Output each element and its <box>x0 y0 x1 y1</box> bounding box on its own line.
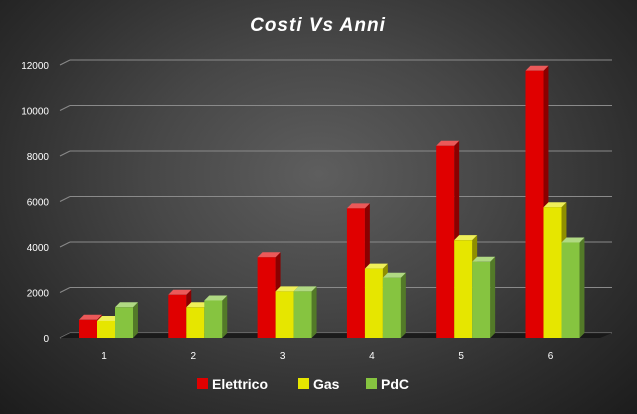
bar-front <box>204 300 223 338</box>
x-tick-label: 6 <box>548 351 554 362</box>
bar-front <box>472 261 491 338</box>
bars <box>79 65 585 338</box>
bar-pdc-4 <box>382 272 406 338</box>
x-axis-ticks: 1 2 3 4 5 6 <box>101 351 554 362</box>
gridline-depth <box>59 241 71 248</box>
bar-front <box>382 277 401 338</box>
legend-label: PdC <box>381 376 409 392</box>
bar-pdc-3 <box>293 286 317 338</box>
bar-pdc-6 <box>561 237 585 338</box>
bar-top <box>346 203 370 209</box>
bar-top <box>382 272 406 278</box>
bar-side <box>490 256 496 338</box>
bar-front <box>525 70 544 338</box>
bar-front <box>543 207 562 338</box>
bar-front <box>168 294 187 338</box>
bar-top <box>79 314 102 320</box>
y-tick-label: 10000 <box>21 107 49 118</box>
legend-swatch <box>366 378 377 389</box>
bar-front <box>115 307 133 338</box>
bar-top <box>168 289 192 295</box>
bar-pdc-1 <box>115 302 138 338</box>
bar-top <box>204 295 228 301</box>
bar-side <box>579 237 585 338</box>
legend-label: Gas <box>313 376 340 392</box>
bar-top <box>454 235 478 241</box>
bar-pdc-2 <box>204 295 228 338</box>
bar-top <box>364 263 388 269</box>
bar-top <box>293 286 317 292</box>
gridline-depth <box>59 287 71 293</box>
bar-top <box>257 252 281 258</box>
legend-item-gas: Gas <box>298 376 340 392</box>
bar-top <box>525 65 549 71</box>
bar-top <box>186 302 210 308</box>
y-tick-label: 2000 <box>27 289 50 300</box>
legend-swatch <box>197 378 208 389</box>
y-tick-label: 8000 <box>27 152 50 163</box>
y-tick-label: 4000 <box>27 243 50 254</box>
x-tick-label: 1 <box>101 351 107 362</box>
chart-title: Costi Vs Anni <box>250 15 386 36</box>
gridline-depth <box>59 150 71 157</box>
bar-side <box>400 272 406 338</box>
bar-front <box>275 291 294 338</box>
x-tick-label: 5 <box>458 351 464 362</box>
bar-top <box>561 237 585 243</box>
legend-label: Elettrico <box>212 376 268 392</box>
legend-swatch <box>298 378 309 389</box>
bar-side <box>222 295 228 338</box>
y-tick-label: 6000 <box>27 198 50 209</box>
bar-side <box>311 286 317 338</box>
bar-side <box>133 302 138 338</box>
legend-item-elettrico: Elettrico <box>197 376 268 392</box>
legend: Elettrico Gas PdC <box>197 376 409 392</box>
x-tick-label: 4 <box>369 351 375 362</box>
bar-front <box>454 240 473 338</box>
bar-top <box>275 286 299 292</box>
bar-front <box>257 257 276 338</box>
bar-front <box>97 320 115 338</box>
x-tick-label: 3 <box>280 351 286 362</box>
bar-top <box>115 302 138 308</box>
legend-item-pdc: PdC <box>366 376 409 392</box>
y-tick-label: 12000 <box>21 61 49 72</box>
bar-top <box>97 315 120 321</box>
bar-front <box>79 319 97 338</box>
bar-front <box>346 208 365 338</box>
gridline-depth <box>59 105 71 111</box>
gridline-depth <box>59 59 71 66</box>
y-axis-ticks: 0 2000 4000 6000 8000 10000 12000 <box>21 61 49 345</box>
bar-pdc-5 <box>472 256 496 338</box>
bar-top <box>543 202 567 208</box>
bar-front <box>561 242 580 338</box>
y-tick-label: 0 <box>43 334 49 345</box>
bar-front <box>293 291 312 338</box>
bar-top <box>436 140 460 146</box>
x-tick-label: 2 <box>191 351 197 362</box>
bar-front <box>364 268 383 338</box>
bar-front <box>436 145 455 338</box>
bar-top <box>472 256 496 262</box>
bar-front <box>186 307 205 338</box>
gridline-depth <box>59 196 71 202</box>
